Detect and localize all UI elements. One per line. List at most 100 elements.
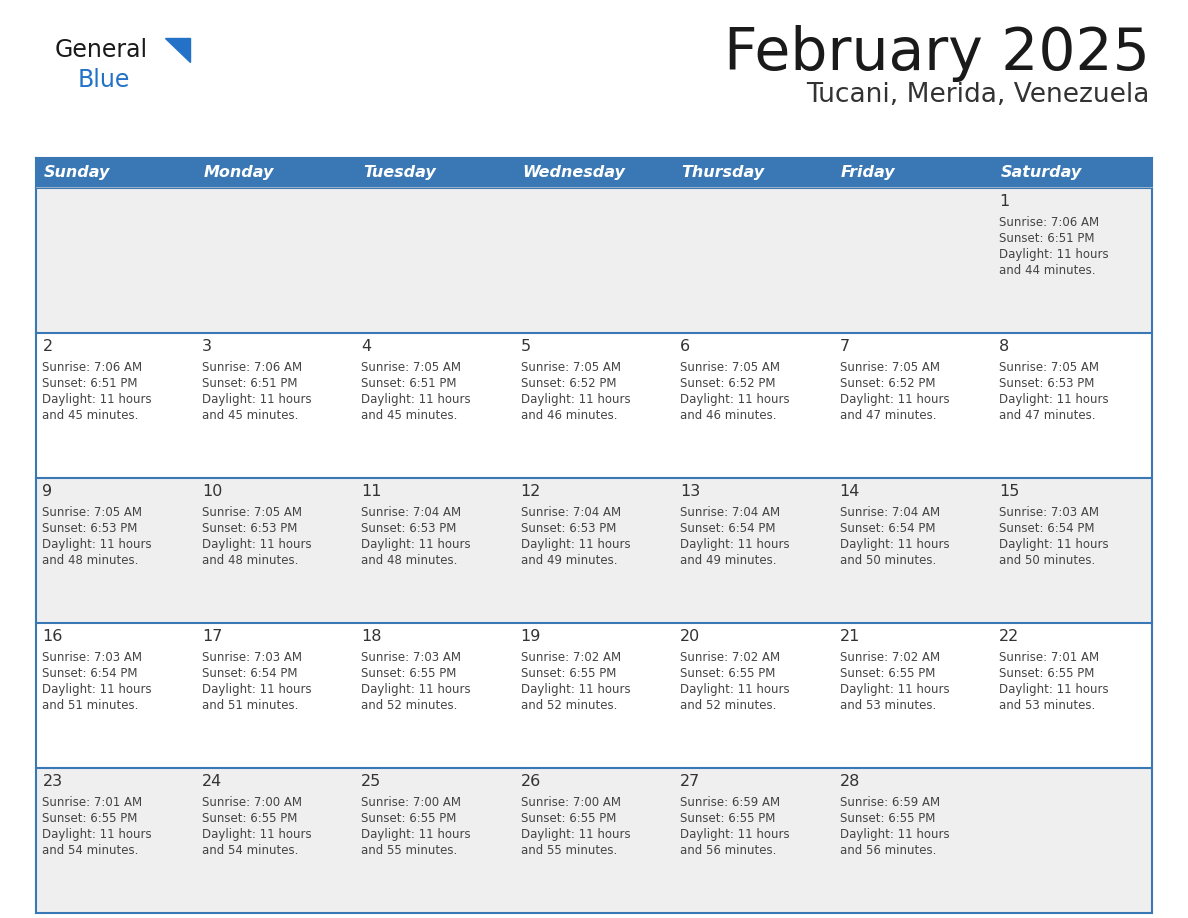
Text: Sunset: 6:51 PM: Sunset: 6:51 PM	[43, 377, 138, 390]
Text: Sunrise: 7:05 AM: Sunrise: 7:05 AM	[202, 506, 302, 519]
Text: Daylight: 11 hours: Daylight: 11 hours	[202, 538, 311, 551]
Text: Sunset: 6:53 PM: Sunset: 6:53 PM	[43, 522, 138, 535]
Text: and 54 minutes.: and 54 minutes.	[202, 844, 298, 857]
Text: Daylight: 11 hours: Daylight: 11 hours	[202, 828, 311, 841]
Text: Sunset: 6:53 PM: Sunset: 6:53 PM	[520, 522, 617, 535]
Bar	[833, 158, 992, 188]
Text: Sunset: 6:55 PM: Sunset: 6:55 PM	[520, 667, 617, 680]
Text: and 47 minutes.: and 47 minutes.	[999, 409, 1095, 422]
Text: 15: 15	[999, 484, 1019, 499]
Text: 11: 11	[361, 484, 381, 499]
Text: Daylight: 11 hours: Daylight: 11 hours	[840, 828, 949, 841]
Text: 21: 21	[840, 629, 860, 644]
Text: Sunset: 6:55 PM: Sunset: 6:55 PM	[999, 667, 1094, 680]
Text: Sunset: 6:54 PM: Sunset: 6:54 PM	[840, 522, 935, 535]
Text: Sunset: 6:55 PM: Sunset: 6:55 PM	[680, 667, 776, 680]
Text: and 52 minutes.: and 52 minutes.	[520, 699, 617, 712]
Text: Sunrise: 7:01 AM: Sunrise: 7:01 AM	[43, 796, 143, 809]
Text: Sunset: 6:51 PM: Sunset: 6:51 PM	[202, 377, 297, 390]
Text: Sunset: 6:55 PM: Sunset: 6:55 PM	[680, 812, 776, 825]
Text: Daylight: 11 hours: Daylight: 11 hours	[999, 683, 1108, 696]
Text: General: General	[55, 38, 148, 62]
Text: Sunset: 6:53 PM: Sunset: 6:53 PM	[999, 377, 1094, 390]
Text: Daylight: 11 hours: Daylight: 11 hours	[680, 393, 790, 406]
Text: Daylight: 11 hours: Daylight: 11 hours	[840, 683, 949, 696]
Text: Daylight: 11 hours: Daylight: 11 hours	[999, 538, 1108, 551]
Text: and 48 minutes.: and 48 minutes.	[202, 554, 298, 567]
Text: 25: 25	[361, 774, 381, 789]
Text: 3: 3	[202, 339, 211, 354]
Text: and 45 minutes.: and 45 minutes.	[43, 409, 139, 422]
Text: Sunset: 6:54 PM: Sunset: 6:54 PM	[680, 522, 776, 535]
Text: 23: 23	[43, 774, 63, 789]
Text: Daylight: 11 hours: Daylight: 11 hours	[840, 393, 949, 406]
Text: and 55 minutes.: and 55 minutes.	[361, 844, 457, 857]
Text: and 49 minutes.: and 49 minutes.	[680, 554, 777, 567]
Text: Sunset: 6:55 PM: Sunset: 6:55 PM	[840, 812, 935, 825]
Text: Sunset: 6:54 PM: Sunset: 6:54 PM	[43, 667, 138, 680]
Text: Sunset: 6:52 PM: Sunset: 6:52 PM	[680, 377, 776, 390]
Text: February 2025: February 2025	[725, 25, 1150, 82]
Text: 7: 7	[840, 339, 849, 354]
Text: and 44 minutes.: and 44 minutes.	[999, 264, 1095, 277]
Text: and 52 minutes.: and 52 minutes.	[361, 699, 457, 712]
Text: 5: 5	[520, 339, 531, 354]
Text: Sunrise: 7:06 AM: Sunrise: 7:06 AM	[202, 361, 302, 374]
Text: Sunset: 6:53 PM: Sunset: 6:53 PM	[202, 522, 297, 535]
Text: and 48 minutes.: and 48 minutes.	[361, 554, 457, 567]
Text: Sunrise: 7:05 AM: Sunrise: 7:05 AM	[840, 361, 940, 374]
Text: 18: 18	[361, 629, 381, 644]
Text: Daylight: 11 hours: Daylight: 11 hours	[520, 828, 631, 841]
Text: 16: 16	[43, 629, 63, 644]
Text: Daylight: 11 hours: Daylight: 11 hours	[840, 538, 949, 551]
Text: Sunrise: 7:03 AM: Sunrise: 7:03 AM	[999, 506, 1099, 519]
Text: Sunrise: 7:05 AM: Sunrise: 7:05 AM	[680, 361, 781, 374]
Text: 4: 4	[361, 339, 372, 354]
Bar	[36, 623, 1152, 768]
Bar	[992, 158, 1152, 188]
Text: Sunset: 6:51 PM: Sunset: 6:51 PM	[361, 377, 456, 390]
Bar	[355, 158, 514, 188]
Text: and 46 minutes.: and 46 minutes.	[680, 409, 777, 422]
Text: and 56 minutes.: and 56 minutes.	[840, 844, 936, 857]
Text: Blue: Blue	[78, 68, 131, 92]
Text: Wednesday: Wednesday	[523, 165, 625, 181]
Text: Thursday: Thursday	[682, 165, 765, 181]
Text: Sunrise: 7:03 AM: Sunrise: 7:03 AM	[43, 651, 143, 664]
Text: Sunrise: 7:04 AM: Sunrise: 7:04 AM	[520, 506, 621, 519]
Text: Daylight: 11 hours: Daylight: 11 hours	[202, 393, 311, 406]
Text: Sunset: 6:53 PM: Sunset: 6:53 PM	[361, 522, 456, 535]
Text: and 48 minutes.: and 48 minutes.	[43, 554, 139, 567]
Text: 2: 2	[43, 339, 52, 354]
Text: 9: 9	[43, 484, 52, 499]
Text: Sunrise: 7:02 AM: Sunrise: 7:02 AM	[520, 651, 621, 664]
Bar	[36, 158, 196, 188]
Text: 22: 22	[999, 629, 1019, 644]
Text: 17: 17	[202, 629, 222, 644]
Text: and 50 minutes.: and 50 minutes.	[999, 554, 1095, 567]
Text: Sunrise: 7:05 AM: Sunrise: 7:05 AM	[361, 361, 461, 374]
Text: Sunrise: 7:05 AM: Sunrise: 7:05 AM	[520, 361, 620, 374]
Text: 12: 12	[520, 484, 541, 499]
Bar	[36, 768, 1152, 913]
Text: Daylight: 11 hours: Daylight: 11 hours	[680, 538, 790, 551]
Text: Daylight: 11 hours: Daylight: 11 hours	[202, 683, 311, 696]
Text: and 45 minutes.: and 45 minutes.	[361, 409, 457, 422]
Text: Sunset: 6:55 PM: Sunset: 6:55 PM	[840, 667, 935, 680]
Text: and 53 minutes.: and 53 minutes.	[999, 699, 1095, 712]
Text: Sunset: 6:54 PM: Sunset: 6:54 PM	[202, 667, 297, 680]
Text: and 53 minutes.: and 53 minutes.	[840, 699, 936, 712]
Text: Sunrise: 7:05 AM: Sunrise: 7:05 AM	[999, 361, 1099, 374]
Text: Daylight: 11 hours: Daylight: 11 hours	[999, 248, 1108, 261]
Text: Sunrise: 7:03 AM: Sunrise: 7:03 AM	[202, 651, 302, 664]
Text: Sunset: 6:55 PM: Sunset: 6:55 PM	[43, 812, 138, 825]
Text: Tuesday: Tuesday	[362, 165, 436, 181]
Text: Sunset: 6:54 PM: Sunset: 6:54 PM	[999, 522, 1094, 535]
Text: 14: 14	[840, 484, 860, 499]
Text: Friday: Friday	[841, 165, 896, 181]
Text: Sunrise: 7:03 AM: Sunrise: 7:03 AM	[361, 651, 461, 664]
Text: Tucani, Merida, Venezuela: Tucani, Merida, Venezuela	[807, 82, 1150, 108]
Text: Sunday: Sunday	[44, 165, 110, 181]
Text: and 55 minutes.: and 55 minutes.	[520, 844, 617, 857]
Text: 10: 10	[202, 484, 222, 499]
